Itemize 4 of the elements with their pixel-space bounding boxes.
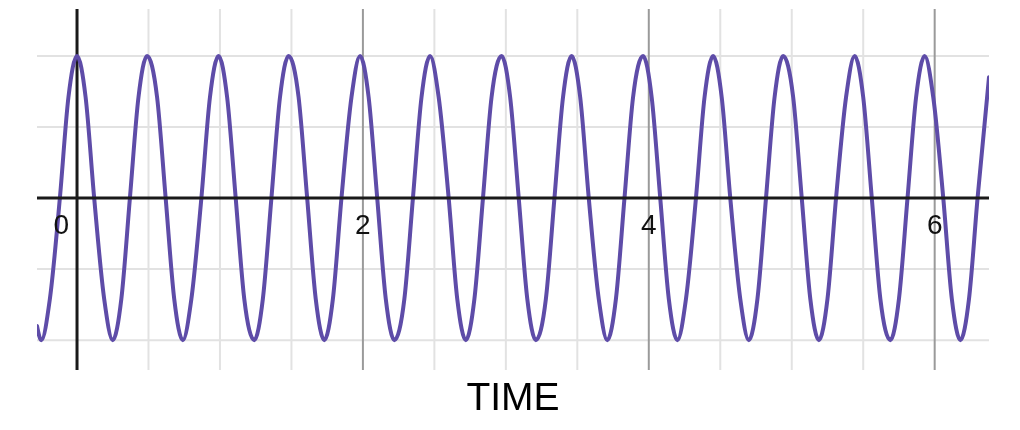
x-axis-title: TIME [466,375,560,418]
x-tick-label: 2 [355,208,371,240]
x-tick-label: 4 [641,208,657,240]
x-tick-label: 6 [926,208,943,240]
